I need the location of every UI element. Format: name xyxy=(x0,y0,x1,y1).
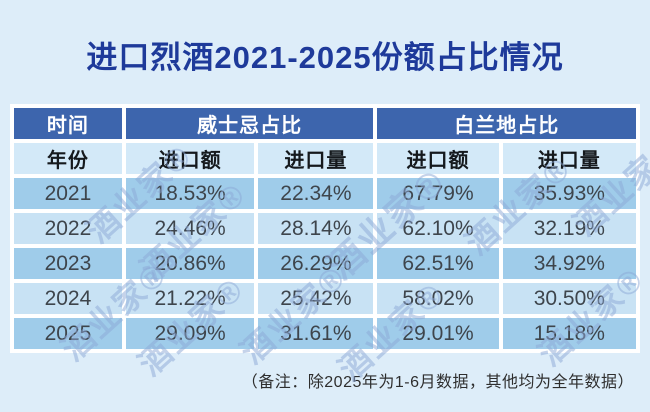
whisky-value-cell: 24.46% xyxy=(125,213,255,244)
whisky-volume-cell: 31.61% xyxy=(258,318,374,349)
brandy-value-cell: 29.01% xyxy=(377,318,499,349)
year-cell: 2021 xyxy=(14,178,122,209)
whisky-value-cell: 21.22% xyxy=(125,283,255,314)
header-whisky-import-value: 进口额 xyxy=(125,143,255,174)
header-time: 时间 xyxy=(14,108,122,139)
year-cell: 2022 xyxy=(14,213,122,244)
brandy-value-cell: 62.51% xyxy=(377,248,499,279)
header-whisky-group: 威士忌占比 xyxy=(125,108,374,139)
table-row: 2025 29.09% 31.61% 29.01% 15.18% xyxy=(14,318,636,349)
table-row: 2021 18.53% 22.34% 67.79% 35.93% xyxy=(14,178,636,209)
brandy-volume-cell: 15.18% xyxy=(502,318,636,349)
brandy-value-cell: 58.02% xyxy=(377,283,499,314)
whisky-volume-cell: 26.29% xyxy=(258,248,374,279)
year-cell: 2025 xyxy=(14,318,122,349)
table-row: 2023 20.86% 26.29% 62.51% 34.92% xyxy=(14,248,636,279)
header-brandy-group: 白兰地占比 xyxy=(377,108,636,139)
brandy-volume-cell: 32.19% xyxy=(502,213,636,244)
header-brandy-import-volume: 进口量 xyxy=(502,143,636,174)
table-row: 2024 21.22% 25.42% 58.02% 30.50% xyxy=(14,283,636,314)
whisky-volume-cell: 22.34% xyxy=(258,178,374,209)
header-whisky-import-volume: 进口量 xyxy=(258,143,374,174)
page-title: 进口烈酒2021-2025份额占比情况 xyxy=(86,40,564,75)
brandy-volume-cell: 30.50% xyxy=(502,283,636,314)
whisky-value-cell: 20.86% xyxy=(125,248,255,279)
whisky-value-cell: 18.53% xyxy=(125,178,255,209)
share-table: 时间 威士忌占比 白兰地占比 年份 进口额 进口量 进口额 进口量 2021 1… xyxy=(10,104,640,353)
header-year: 年份 xyxy=(14,143,122,174)
whisky-volume-cell: 28.14% xyxy=(258,213,374,244)
table-row: 2022 24.46% 28.14% 62.10% 32.19% xyxy=(14,213,636,244)
table-header-row-2: 年份 进口额 进口量 进口额 进口量 xyxy=(14,143,636,174)
brandy-value-cell: 62.10% xyxy=(377,213,499,244)
brandy-value-cell: 67.79% xyxy=(377,178,499,209)
year-cell: 2023 xyxy=(14,248,122,279)
brandy-volume-cell: 34.92% xyxy=(502,248,636,279)
share-table-container: 时间 威士忌占比 白兰地占比 年份 进口额 进口量 进口额 进口量 2021 1… xyxy=(10,104,640,353)
table-header-row-1: 时间 威士忌占比 白兰地占比 xyxy=(14,108,636,139)
year-cell: 2024 xyxy=(14,283,122,314)
whisky-volume-cell: 25.42% xyxy=(258,283,374,314)
header-brandy-import-value: 进口额 xyxy=(377,143,499,174)
whisky-value-cell: 29.09% xyxy=(125,318,255,349)
brandy-volume-cell: 35.93% xyxy=(502,178,636,209)
footnote: （备注：除2025年为1-6月数据，其他均为全年数据） xyxy=(241,374,634,391)
